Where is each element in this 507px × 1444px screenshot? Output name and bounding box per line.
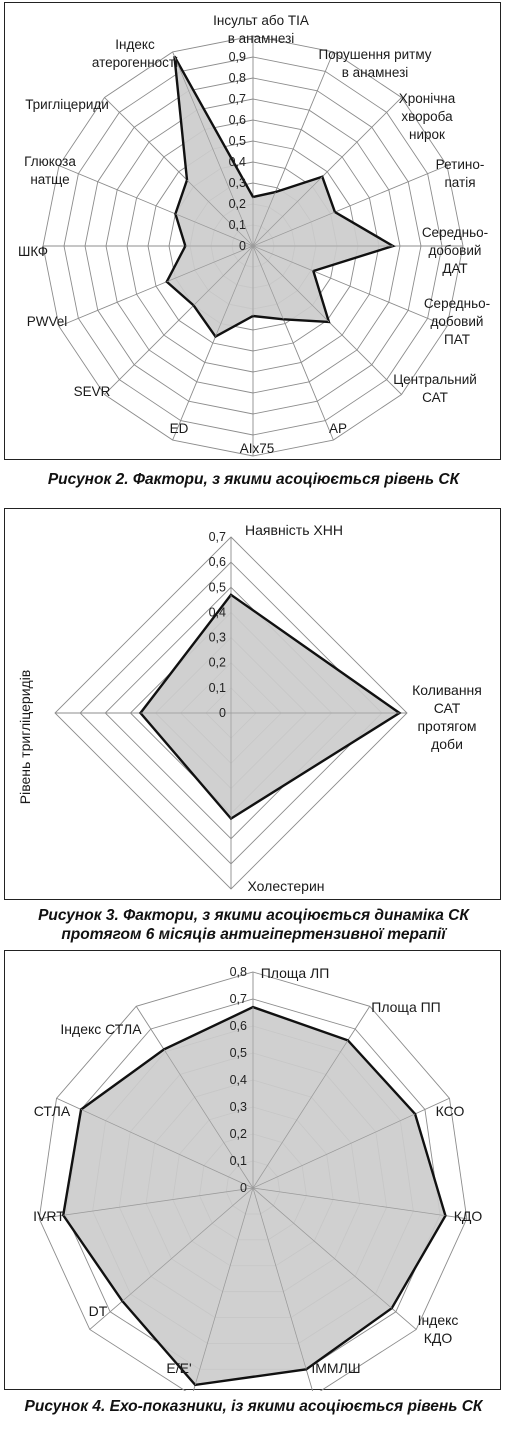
tick-label: 0,7 <box>209 530 226 544</box>
category-label: Індекс КДО <box>418 1312 459 1346</box>
axis-category-labels: Інсульт або ТІА в анамнезі Порушення ритму… <box>18 13 490 456</box>
category-label: Ретино-патія <box>436 157 485 190</box>
tick-label: 0,5 <box>229 134 246 148</box>
tick-label: 0,2 <box>209 656 226 670</box>
category-label: КДО <box>454 1208 483 1224</box>
tick-label: 0 <box>240 1181 247 1195</box>
axis-category-labels: Площа ЛП Площа ПП КСО КДО Індекс КДО ІММЛШ E/E'… <box>33 965 482 1376</box>
tick-label: 0,6 <box>229 113 246 127</box>
tick-label: 0,1 <box>229 218 246 232</box>
category-label: ШКФ <box>18 244 48 259</box>
grid-ring <box>38 971 468 1391</box>
caption-figure-4: Рисунок 4. Ехо-показники, із якими асоці… <box>24 1398 483 1415</box>
category-label: Індекс СТЛА <box>60 1021 142 1037</box>
category-label: КСО <box>436 1103 465 1119</box>
axis-category-labels: Наявність ХНН Коливання САТ протягом доби Хол… <box>17 522 482 894</box>
inner-spoke <box>193 245 254 306</box>
tick-label: 0 <box>239 239 246 253</box>
category-label: Центральний САТ <box>393 372 477 405</box>
tick-label: 0,9 <box>229 50 246 64</box>
inner-spoke <box>252 176 323 247</box>
radar-chart-figure-3: 0 0,1 0,2 0,3 0,4 0,5 0,6 0,7 Наявність ХНН Колив… <box>17 522 482 894</box>
figure-2-frame: 0 0,1 0,2 0,3 0,4 0,5 0,6 0,7 0,8 0,9 Інсульт або … <box>4 2 501 460</box>
tick-label: 0,6 <box>230 1019 247 1033</box>
category-label: SEVR <box>74 384 111 399</box>
inner-spoke <box>252 1113 416 1189</box>
tick-label: 0,8 <box>229 71 246 85</box>
tick-label: 0,6 <box>209 555 226 569</box>
inner-spoke <box>186 179 254 247</box>
category-label: DT <box>89 1303 108 1319</box>
inner-spoke <box>252 211 336 247</box>
inner-spoke <box>252 191 276 247</box>
caption-figure-2: Рисунок 2. Фактори, з якими асоціюється … <box>47 471 460 488</box>
data-series-polygon <box>165 55 396 339</box>
category-label: Площа ПП <box>371 999 441 1015</box>
category-label: Порушення ритму в анамнезі <box>318 47 431 80</box>
inner-spoke <box>63 1187 254 1216</box>
inner-spoke <box>215 245 254 337</box>
category-label: АР <box>329 421 347 436</box>
tick-label: 0 <box>219 706 226 720</box>
inner-spoke <box>174 56 254 247</box>
caption-figure-3: Рисунок 3. Фактори, з якими асоціюється … <box>38 907 469 943</box>
inner-spoke <box>252 245 314 272</box>
inner-spoke <box>175 213 254 247</box>
tick-label: 0,5 <box>230 1046 247 1060</box>
tick-label: 0,7 <box>230 992 247 1006</box>
category-label: Рівень тригліцеридів <box>17 670 33 805</box>
figure-4-frame: 0 0,1 0,2 0,3 0,4 0,5 0,6 0,7 0,8 Площа ЛП Площа П… <box>4 950 501 1391</box>
category-label: Глюкоза натще <box>24 154 76 187</box>
category-label: AIx75 <box>240 441 275 456</box>
inner-spoke <box>252 1187 446 1217</box>
tick-label: 0,8 <box>230 965 247 979</box>
radar-chart-figure-4: 0 0,1 0,2 0,3 0,4 0,5 0,6 0,7 0,8 Площа ЛП Площа П… <box>33 965 482 1391</box>
inner-spoke <box>252 245 330 323</box>
category-label: Індекс атерогенності <box>92 37 178 70</box>
data-series-polygon <box>61 1005 447 1387</box>
category-label: Тригліцериди <box>25 97 109 112</box>
tick-label: 0,4 <box>229 155 246 169</box>
category-label: Інсульт або ТІА в анамнезі <box>213 13 309 46</box>
tick-label: 0,3 <box>230 1100 247 1114</box>
category-label: Коливання САТ протягом доби <box>412 682 482 752</box>
inner-spoke <box>122 1187 254 1302</box>
category-label: E/E' <box>166 1360 191 1376</box>
inner-spoke <box>166 245 254 283</box>
radial-tick-labels: 0 0,1 0,2 0,3 0,4 0,5 0,6 0,7 <box>209 530 226 720</box>
category-label: Холестерин <box>248 878 325 894</box>
tick-label: 0,1 <box>230 1154 247 1168</box>
category-label: Середньо-добовий ДАТ <box>422 225 488 276</box>
tick-label: 0,4 <box>209 605 226 619</box>
inner-spoke <box>252 1187 307 1370</box>
category-label: ІММЛШ <box>311 1360 360 1376</box>
tick-label: 0,1 <box>209 681 226 695</box>
inner-spoke <box>163 1049 254 1189</box>
category-label: ED <box>170 421 189 436</box>
inner-spoke <box>252 245 284 320</box>
category-label: СТЛА <box>34 1103 71 1119</box>
radial-tick-labels: 0 0,1 0,2 0,3 0,4 0,5 0,6 0,7 0,8 0,9 <box>229 50 246 253</box>
tick-label: 0,3 <box>229 176 246 190</box>
data-series-polygon <box>138 593 402 821</box>
radial-tick-labels: 0 0,1 0,2 0,3 0,4 0,5 0,6 0,7 0,8 <box>230 965 247 1195</box>
category-label: IVRT <box>33 1208 65 1224</box>
inner-spoke <box>252 1040 349 1189</box>
tick-label: 0,4 <box>230 1073 247 1087</box>
inner-spoke <box>194 1187 254 1385</box>
category-label: Хронічна хвороба нирок <box>399 91 456 142</box>
category-label: Площа ЛП <box>261 965 330 981</box>
tick-label: 0,2 <box>229 197 246 211</box>
inner-spoke <box>252 1187 392 1309</box>
tick-label: 0,7 <box>229 92 246 106</box>
tick-label: 0,5 <box>209 580 226 594</box>
tick-label: 0,2 <box>230 1127 247 1141</box>
inner-spoke <box>80 1109 254 1189</box>
category-label: Середньо-добовий ПАТ <box>424 296 490 347</box>
tick-label: 0,3 <box>209 631 226 645</box>
category-label: Наявність ХНН <box>245 522 343 538</box>
category-label: PWVel <box>27 314 68 329</box>
figure-3-frame: 0 0,1 0,2 0,3 0,4 0,5 0,6 0,7 Наявність ХНН Колив… <box>4 508 501 900</box>
